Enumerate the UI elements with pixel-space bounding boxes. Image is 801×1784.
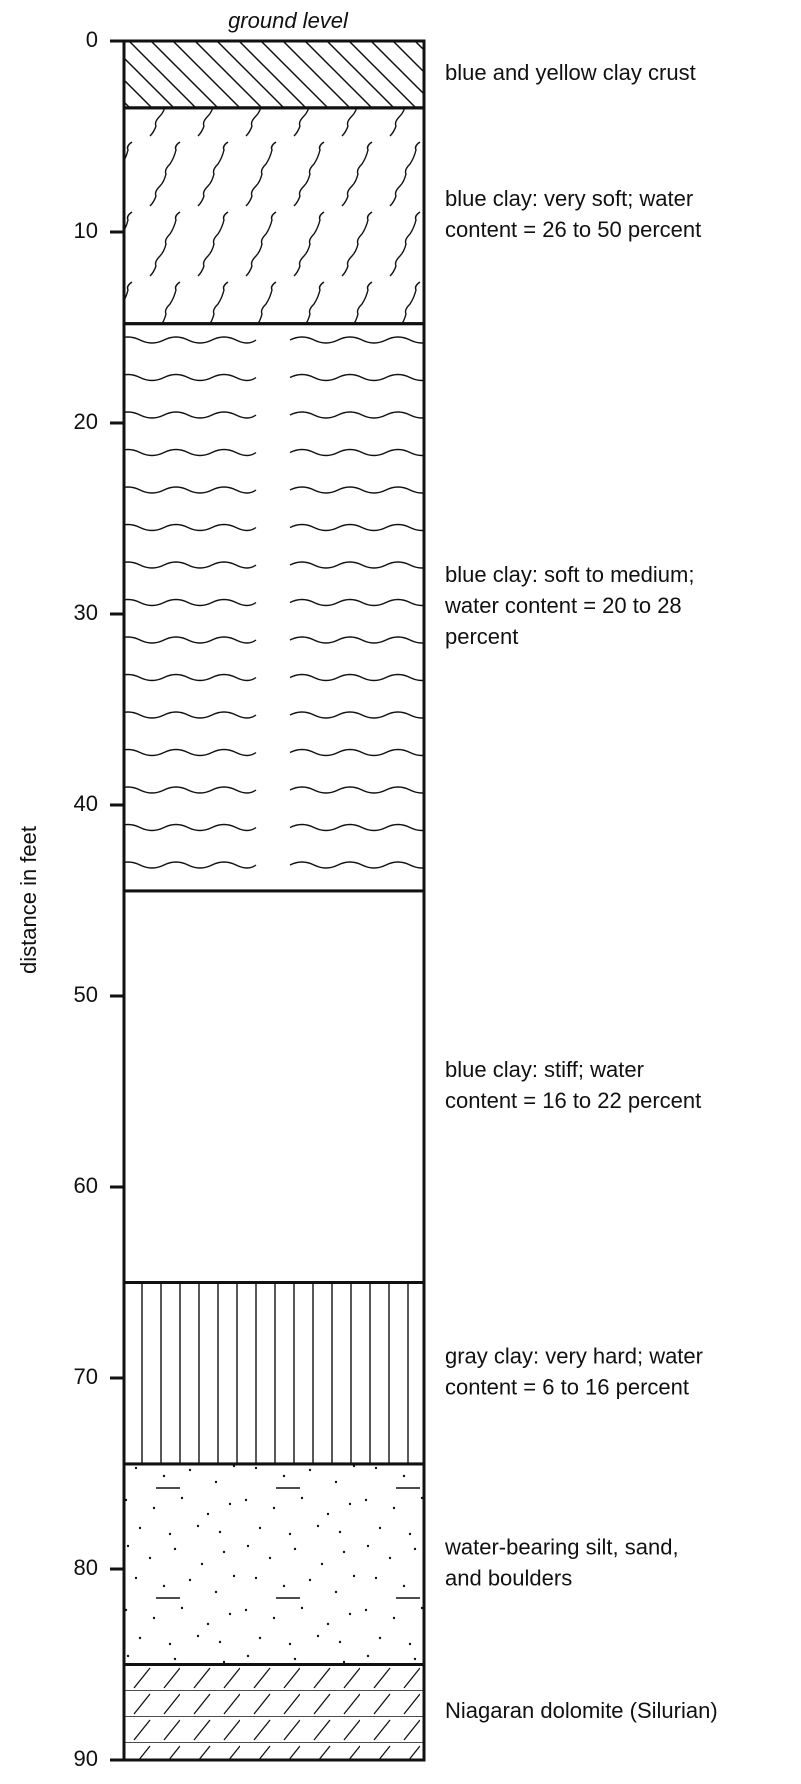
- y-tick-label: 0: [86, 27, 98, 52]
- layer-description: gray clay: very hard; water: [445, 1344, 703, 1369]
- layer: [122, 889, 426, 1284]
- layer: [122, 39, 426, 110]
- layer-description: blue clay: very soft; water: [445, 186, 693, 211]
- layer: [122, 1462, 426, 1666]
- y-tick-label: 10: [74, 218, 98, 243]
- y-tick-label: 40: [74, 791, 98, 816]
- y-tick-label: 20: [74, 409, 98, 434]
- layer-description: blue clay: stiff; water: [445, 1057, 644, 1082]
- axis-label: distance in feet: [16, 826, 41, 974]
- y-tick-label: 60: [74, 1173, 98, 1198]
- layer-description: water content = 20 to 28: [444, 593, 682, 618]
- layer-description: percent: [445, 624, 518, 649]
- layer-description: blue and yellow clay crust: [445, 60, 696, 85]
- layer-description: Niagaran dolomite (Silurian): [445, 1698, 718, 1723]
- ground-level-label: ground level: [228, 8, 349, 33]
- layer: [122, 106, 426, 326]
- y-tick-label: 30: [74, 600, 98, 625]
- layer-description: and boulders: [445, 1566, 572, 1591]
- y-tick-label: 70: [74, 1364, 98, 1389]
- layer-description: blue clay: soft to medium;: [445, 562, 694, 587]
- y-tick-label: 80: [74, 1555, 98, 1580]
- layer-description: content = 16 to 22 percent: [445, 1088, 701, 1113]
- layer: [122, 1663, 426, 1762]
- layer-description: content = 6 to 16 percent: [445, 1375, 689, 1400]
- layer-description: water-bearing silt, sand,: [444, 1535, 679, 1560]
- y-tick-label: 50: [74, 982, 98, 1007]
- layer-description: content = 26 to 50 percent: [445, 217, 701, 242]
- y-tick-label: 90: [74, 1746, 98, 1771]
- layer: [122, 322, 426, 893]
- layer: [122, 1281, 426, 1466]
